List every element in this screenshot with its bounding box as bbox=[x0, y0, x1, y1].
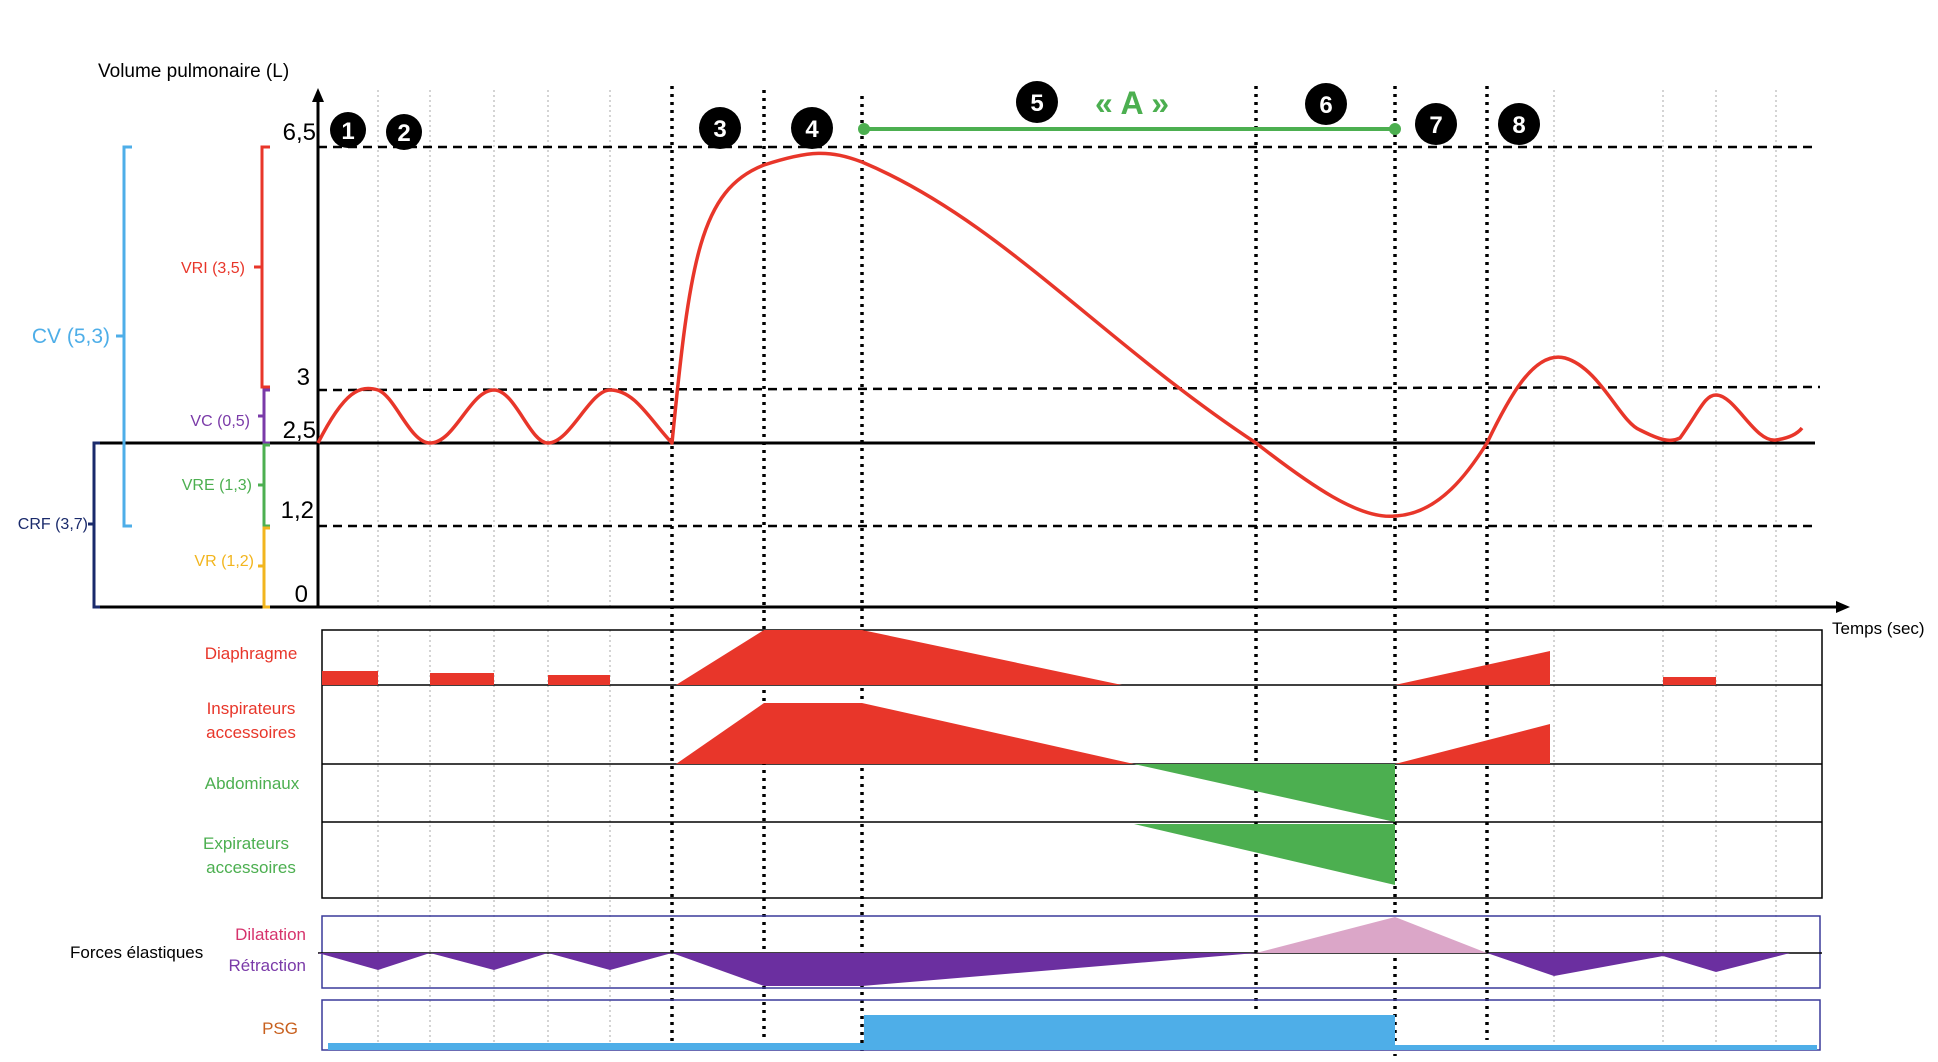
marker-3-icon bbox=[699, 107, 741, 149]
diaphragme-activity bbox=[322, 630, 1716, 685]
abdominaux-activity bbox=[1134, 764, 1395, 822]
expirateurs-label-2: accessoires bbox=[206, 858, 296, 877]
period-a-label: « A » bbox=[1095, 85, 1169, 121]
volume-brackets bbox=[88, 145, 270, 609]
markers: 1 2 3 4 5 6 7 8 bbox=[330, 81, 1540, 150]
marker-2-icon bbox=[386, 114, 422, 150]
diaphragme-label: Diaphragme bbox=[205, 644, 298, 663]
y-axis-label: Volume pulmonaire (L) bbox=[98, 61, 289, 82]
marker-8-icon bbox=[1498, 103, 1540, 145]
cv-label: CV (5,3) bbox=[32, 325, 110, 348]
marker-3: 3 bbox=[713, 116, 726, 143]
inspirateurs-activity bbox=[676, 703, 1550, 764]
forces-title: Forces élastiques bbox=[70, 943, 203, 962]
retraction-label: Rétraction bbox=[229, 956, 306, 975]
y-tick-2-5: 2,5 bbox=[283, 417, 316, 444]
psg-label: PSG bbox=[262, 1019, 298, 1038]
psg-baseline-right bbox=[1395, 1045, 1817, 1050]
crf-label: CRF (3,7) bbox=[18, 516, 88, 533]
marker-5: 5 bbox=[1030, 90, 1043, 117]
psg-baseline-left bbox=[328, 1043, 864, 1050]
event-lines bbox=[670, 86, 1489, 1056]
marker-1-icon bbox=[330, 112, 366, 148]
vc-bracket bbox=[258, 388, 270, 445]
marker-7: 7 bbox=[1429, 112, 1442, 139]
vri-bracket bbox=[254, 145, 270, 389]
inspirateurs-label-1: Inspirateurs bbox=[207, 699, 296, 718]
marker-8: 8 bbox=[1512, 112, 1525, 139]
vr-bracket bbox=[258, 526, 270, 609]
marker-4-icon bbox=[791, 107, 833, 149]
marker-7-icon bbox=[1415, 103, 1457, 145]
y-tick-1-2: 1,2 bbox=[281, 497, 314, 524]
x-axis-label: Temps (sec) bbox=[1832, 619, 1925, 638]
y-tick-labels: 6,5 3 2,5 1,2 0 bbox=[281, 119, 316, 608]
inspirateurs-label-2: accessoires bbox=[206, 723, 296, 742]
marker-6: 6 bbox=[1319, 92, 1332, 119]
expirateurs-label-1: Expirateurs bbox=[203, 834, 289, 853]
y-tick-0: 0 bbox=[295, 581, 308, 608]
retraction-activity bbox=[318, 953, 1790, 986]
y-tick-3: 3 bbox=[297, 364, 310, 391]
psg-high-plateau bbox=[864, 1015, 1395, 1050]
crf-bracket bbox=[88, 441, 100, 609]
vre-bracket bbox=[258, 443, 270, 528]
muscle-labels: Diaphragme Inspirateurs accessoires Abdo… bbox=[203, 644, 300, 877]
vre-label: VRE (1,3) bbox=[182, 477, 252, 494]
axes bbox=[93, 88, 1850, 613]
marker-1: 1 bbox=[341, 118, 354, 145]
period-a-start-dot bbox=[858, 123, 870, 135]
vertical-gridlines bbox=[377, 90, 1777, 1050]
abdominaux-label: Abdominaux bbox=[205, 774, 300, 793]
y-tick-6-5: 6,5 bbox=[283, 119, 316, 146]
expirateurs-activity bbox=[1134, 824, 1395, 885]
marker-4: 4 bbox=[805, 116, 819, 143]
cv-bracket bbox=[116, 145, 132, 528]
marker-6-icon bbox=[1305, 83, 1347, 125]
vc-label: VC (0,5) bbox=[190, 413, 250, 430]
forces-panel-frame bbox=[321, 915, 1821, 989]
marker-2: 2 bbox=[397, 120, 410, 147]
dilatation-activity bbox=[1256, 917, 1487, 953]
volume-labels: VRI (3,5) VC (0,5) VRE (1,3) VR (1,2) CV… bbox=[18, 260, 254, 570]
marker-5-icon bbox=[1016, 81, 1058, 123]
vr-label: VR (1,2) bbox=[194, 553, 254, 570]
vri-label: VRI (3,5) bbox=[181, 260, 245, 277]
period-a-end-dot bbox=[1389, 123, 1401, 135]
dilatation-label: Dilatation bbox=[235, 925, 306, 944]
volume-curve bbox=[316, 151, 1804, 518]
reference-lines bbox=[317, 145, 1821, 528]
